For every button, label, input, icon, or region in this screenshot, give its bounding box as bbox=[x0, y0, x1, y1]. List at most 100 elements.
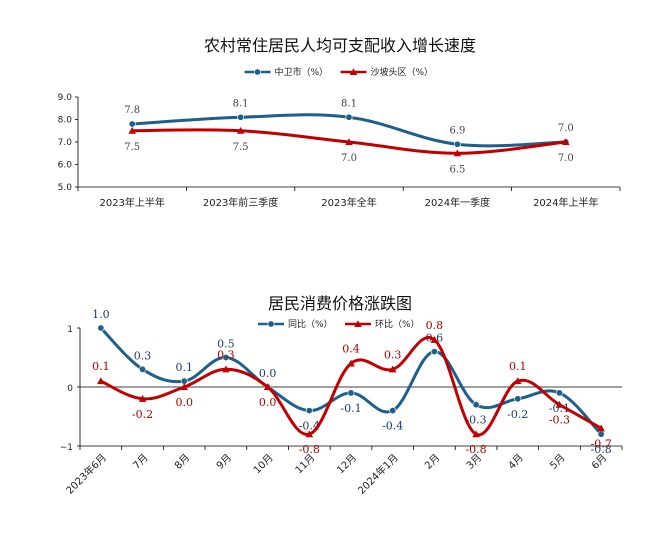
y-tick-label: 0 bbox=[67, 384, 73, 394]
series-yoy: 1.00.30.10.50.0-0.4-0.1-0.40.6-0.3-0.2-0… bbox=[92, 308, 612, 456]
legend-item-b: 沙坡头区（%） bbox=[340, 66, 434, 78]
data-label: 7.5 bbox=[233, 142, 249, 153]
x-tick-label: 10月 bbox=[251, 452, 276, 477]
data-label: 8.1 bbox=[341, 98, 357, 109]
data-label: 1.0 bbox=[92, 308, 110, 321]
data-label: 7.0 bbox=[558, 153, 574, 164]
data-point bbox=[345, 113, 353, 121]
chart-title: 居民消费价格涨跌图 bbox=[268, 294, 412, 313]
data-point bbox=[389, 407, 397, 415]
data-label: 0.0 bbox=[175, 396, 193, 409]
y-tick-label: 9.0 bbox=[58, 93, 73, 103]
x-tick-label: 2023年前三季度 bbox=[203, 196, 278, 209]
x-tick-label: 9月 bbox=[214, 452, 234, 472]
data-point bbox=[514, 395, 522, 403]
data-label: 0.5 bbox=[217, 338, 235, 351]
data-point bbox=[128, 120, 136, 128]
series-mom: 0.1 -0.2 0.0 0.3 0.0 -0.8 0.4 0.3 0.8 -0.8 0.1 -0.3… bbox=[92, 319, 612, 456]
data-label: -0.3 bbox=[549, 414, 570, 427]
data-point bbox=[263, 383, 272, 391]
data-point bbox=[139, 365, 147, 373]
data-point bbox=[97, 324, 105, 332]
y-tick-label: 6.0 bbox=[58, 161, 73, 171]
data-point bbox=[597, 424, 605, 432]
data-point bbox=[555, 400, 564, 408]
data-point bbox=[305, 430, 314, 438]
data-label: 0.1 bbox=[509, 360, 527, 373]
data-point bbox=[453, 149, 462, 157]
data-point bbox=[222, 354, 230, 362]
data-label: 0.3 bbox=[384, 348, 402, 361]
x-tick-label: 2024年一季度 bbox=[425, 196, 490, 209]
data-label: 0.0 bbox=[259, 367, 277, 380]
data-label: 7.8 bbox=[124, 105, 140, 116]
legend-item-a: 同比（%） bbox=[258, 318, 333, 330]
data-point bbox=[388, 365, 397, 373]
data-point bbox=[472, 430, 480, 438]
legend-marker-icon bbox=[254, 68, 262, 76]
data-label: -0.1 bbox=[340, 402, 361, 415]
y-tick-label: 5.0 bbox=[58, 183, 73, 193]
legend-marker-icon bbox=[354, 320, 362, 328]
legend-item-a: 中卫市（%） bbox=[244, 66, 329, 78]
data-label: -0.8 bbox=[591, 443, 612, 456]
data-point bbox=[345, 138, 353, 146]
data-point bbox=[222, 365, 230, 373]
data-point bbox=[430, 336, 439, 343]
data-label: -0.7 bbox=[591, 437, 612, 450]
data-label: 0.4 bbox=[342, 342, 360, 355]
y-tick-label: −1 bbox=[60, 443, 73, 453]
x-tick-label: 2024年1月 bbox=[355, 451, 401, 497]
data-point bbox=[472, 401, 480, 409]
data-point bbox=[453, 140, 461, 148]
data-label: 0.3 bbox=[134, 349, 152, 362]
data-point bbox=[237, 113, 245, 121]
x-tick-label: 2月 bbox=[422, 452, 442, 472]
data-label: 0.1 bbox=[175, 361, 193, 374]
data-label: -0.3 bbox=[465, 414, 486, 427]
series-shapotou: 7.5 7.5 7.0 6.5 7.0 bbox=[124, 126, 574, 175]
data-label: -0.2 bbox=[132, 408, 153, 421]
legend-label: 中卫市（%） bbox=[275, 66, 329, 78]
data-label: 0.3 bbox=[217, 348, 235, 361]
data-label: 6.5 bbox=[449, 164, 465, 175]
data-point bbox=[347, 389, 355, 397]
data-point bbox=[138, 395, 147, 402]
data-label: 8.1 bbox=[233, 98, 249, 109]
data-label: -0.2 bbox=[507, 408, 528, 421]
x-tick-label: 2023年全年 bbox=[321, 196, 376, 209]
y-tick-label: 7.0 bbox=[58, 138, 73, 148]
legend-item-b: 环比（%） bbox=[345, 318, 420, 330]
data-point bbox=[180, 383, 189, 391]
data-point bbox=[347, 359, 355, 367]
data-label: -0.1 bbox=[549, 402, 570, 415]
legend-label: 沙坡头区（%） bbox=[371, 66, 434, 78]
y-tick-label: 8.0 bbox=[58, 116, 73, 126]
series-zhongwei: 7.8 8.1 8.1 6.9 7.0 bbox=[124, 98, 574, 148]
data-label: -0.8 bbox=[465, 443, 486, 456]
y-tick-label: 1 bbox=[67, 325, 73, 335]
x-tick-label: 2023年上半年 bbox=[99, 196, 164, 209]
chart-title: 农村常住居民人均可支配收入增长速度 bbox=[204, 36, 476, 55]
data-label: 6.9 bbox=[449, 125, 465, 136]
data-label: -0.4 bbox=[382, 420, 403, 433]
data-point bbox=[97, 377, 105, 385]
data-label: 0.8 bbox=[426, 319, 444, 332]
legend-label: 环比（%） bbox=[375, 318, 420, 330]
x-tick-label: 12月 bbox=[335, 452, 360, 477]
data-point bbox=[128, 126, 136, 134]
data-label: 0.1 bbox=[92, 360, 110, 373]
x-tick-label: 7月 bbox=[131, 452, 151, 472]
x-tick-label: 2023年6月 bbox=[63, 451, 109, 497]
data-point bbox=[236, 126, 245, 134]
x-tick-label: 5月 bbox=[548, 452, 568, 472]
data-label: 0.0 bbox=[259, 396, 277, 409]
legend-marker-icon bbox=[349, 68, 358, 76]
data-point bbox=[305, 407, 313, 415]
legend-label: 同比（%） bbox=[288, 318, 333, 330]
data-label: 7.0 bbox=[558, 123, 574, 134]
x-tick-label: 2024年上半年 bbox=[533, 196, 598, 209]
data-point bbox=[430, 348, 438, 356]
